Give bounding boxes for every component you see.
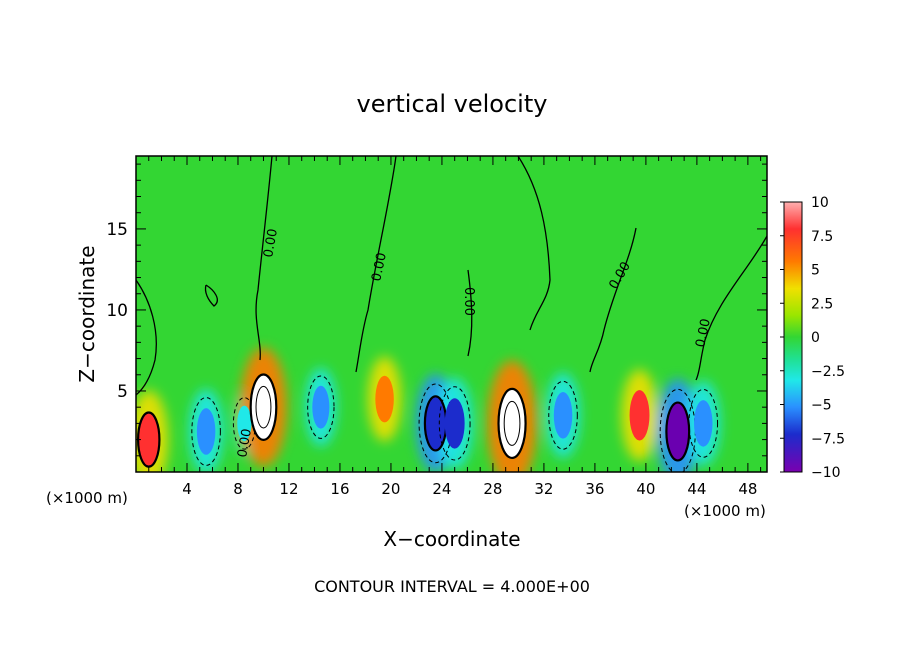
extremum-contour (249, 373, 278, 441)
contour-label: 0.00 (369, 251, 390, 282)
peak-core (255, 385, 272, 429)
field-core (312, 385, 330, 429)
y-tick-label: 15 (106, 220, 128, 240)
zero-contour-layer (136, 156, 767, 396)
field-core (138, 412, 160, 467)
field-core (375, 375, 394, 423)
extremum-contour (497, 387, 527, 460)
contour-label: 0.00 (461, 287, 476, 316)
extrema-layer (136, 373, 719, 472)
negative-contour (307, 375, 335, 439)
x-tick-label: 48 (738, 480, 757, 498)
contour-labels: 0.00 0.00 0.00 0.00 0.00 0.00 (235, 228, 714, 459)
colorbar-tick-label: 7.5 (811, 229, 833, 245)
contour-line (204, 284, 218, 307)
colorbar-tick-label: 0 (811, 330, 820, 346)
contour-line (589, 227, 637, 373)
y-tick-label: 5 (117, 382, 128, 402)
contour-line (255, 156, 273, 361)
contour-label: 0.00 (235, 428, 255, 459)
negative-contour (688, 388, 719, 458)
negative-contour (438, 386, 471, 461)
negative-contour (548, 380, 578, 450)
x-unit-left: (×1000 m) (46, 489, 128, 507)
contour-line (355, 156, 397, 373)
y-tick-label: 10 (106, 301, 128, 321)
x-tick-label: 16 (330, 480, 349, 498)
x-tick-label: 12 (279, 480, 298, 498)
colorbar-ticks: 10 7.5 5 2.5 0 −2.5 −5 −7.5 −10 (780, 195, 845, 481)
peak-core (503, 400, 521, 446)
field-core (553, 391, 573, 439)
x-axis-label: X−coordinate (383, 527, 520, 551)
negative-contour (191, 397, 221, 466)
chart-title: vertical velocity (357, 90, 548, 118)
heat-layer (136, 347, 721, 472)
field-core (237, 405, 252, 442)
x-tick-label: 28 (483, 480, 502, 498)
contour-label: 0.00 (693, 317, 714, 348)
x-tick-label: 4 (182, 480, 192, 498)
field-core (424, 396, 447, 451)
contour-line (517, 156, 551, 331)
field-core (196, 408, 216, 455)
colorbar-tick-label: 2.5 (811, 296, 833, 312)
colorbar-tick-label: 5 (811, 263, 820, 279)
x-tick-label: 8 (233, 480, 243, 498)
x-tick-label: 44 (687, 480, 706, 498)
colorbar-tick-label: −10 (811, 465, 841, 481)
field-core (629, 390, 650, 441)
x-tick-label: 20 (381, 480, 400, 498)
colorbar-tick-label: −5 (811, 398, 832, 414)
colorbar-tick-label: −7.5 (811, 431, 845, 447)
contour-line (695, 235, 767, 381)
contour-line (467, 269, 473, 357)
contour-line (136, 279, 157, 396)
x-axis: 4 8 12 16 20 24 28 32 36 40 44 48 (148, 156, 762, 498)
field-core (444, 398, 465, 449)
colorbar-gradient (783, 201, 803, 473)
x-tick-label: 32 (534, 480, 553, 498)
x-tick-label: 40 (636, 480, 655, 498)
y-axis-label: Z−coordinate (75, 245, 99, 382)
field-core (666, 402, 690, 461)
y-axis: 5 10 15 (106, 163, 767, 457)
plot-frame (135, 155, 768, 473)
plot-area (136, 156, 767, 472)
x-unit-right: (×1000 m) (684, 502, 766, 520)
contour-interval-note: CONTOUR INTERVAL = 4.000E+00 (314, 577, 590, 596)
x-tick-label: 36 (585, 480, 604, 498)
contour-label: 0.00 (261, 228, 281, 259)
field-core (694, 400, 713, 447)
colorbar-tick-label: 10 (811, 195, 829, 211)
x-tick-label: 24 (432, 480, 451, 498)
colorbar-tick-label: −2.5 (811, 364, 845, 380)
colorbar: 10 7.5 5 2.5 0 −2.5 −5 −7.5 −10 (780, 195, 845, 481)
